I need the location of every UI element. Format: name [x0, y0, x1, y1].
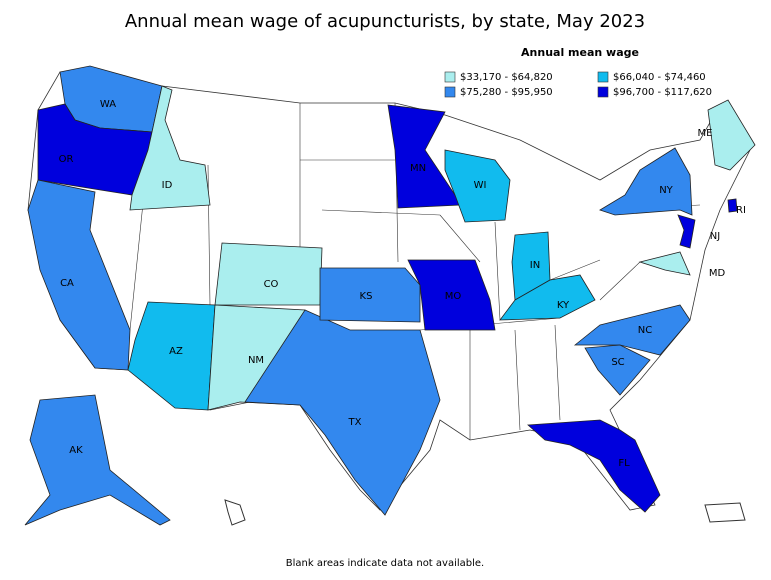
state-label: NY: [659, 185, 673, 196]
legend-swatch: [597, 86, 609, 98]
state: [244, 309, 441, 516]
state: [499, 274, 596, 321]
legend-swatch: [444, 86, 456, 98]
state: [407, 259, 496, 331]
state-label: CA: [60, 278, 74, 289]
state-label: WA: [100, 99, 116, 110]
state-label: IN: [530, 260, 540, 271]
state: [677, 214, 696, 249]
legend-swatch: [444, 71, 456, 83]
state: [707, 99, 756, 171]
state-label: KY: [557, 300, 570, 311]
state: [584, 344, 651, 396]
legend-swatch: [597, 71, 609, 83]
state: [129, 85, 211, 211]
state-label: NC: [638, 325, 652, 336]
state-label: AZ: [169, 346, 183, 357]
state-label: MO: [445, 291, 462, 302]
state-label: TX: [348, 417, 362, 428]
state: [727, 198, 738, 213]
state-label: WI: [474, 180, 487, 191]
state: [24, 394, 171, 526]
state: [527, 419, 661, 513]
state-label: CO: [264, 279, 279, 290]
state: [638, 251, 691, 276]
state-label: NJ: [710, 231, 720, 242]
pr-outline: [704, 502, 746, 523]
state: [214, 242, 323, 306]
state-label: KS: [360, 291, 373, 302]
hi-outline: [224, 499, 246, 526]
state-label: OR: [59, 154, 74, 165]
state-label: ID: [162, 180, 173, 191]
legend: $33,170 - $64,820 $66,040 - $74,460 $75,28…: [444, 71, 712, 98]
states: WA OR ID CA AK AZ CO NM TX KS MN WI MO IN KY NC SC FL NY NJ…: [24, 65, 756, 526]
state-label: MD: [709, 268, 726, 279]
state-label: FL: [618, 458, 630, 469]
state: [444, 149, 511, 223]
state-label: SC: [611, 357, 624, 368]
legend-title: Annual mean wage: [521, 46, 639, 59]
state-label: MN: [410, 163, 426, 174]
legend-label: $66,040 - $74,460: [613, 72, 706, 83]
state: [319, 267, 421, 323]
state-label: RI: [736, 205, 746, 216]
state: [599, 147, 693, 216]
state-label: AK: [69, 445, 83, 456]
legend-label: $75,280 - $95,950: [460, 87, 553, 98]
map-title: Annual mean wage of acupuncturists, by s…: [125, 11, 645, 32]
footnote: Blank areas indicate data not available.: [286, 558, 484, 569]
legend-label: $96,700 - $117,620: [613, 87, 712, 98]
state-label: NM: [248, 355, 264, 366]
legend-label: $33,170 - $64,820: [460, 72, 553, 83]
state: [27, 179, 131, 371]
state-label: ME: [698, 128, 713, 139]
